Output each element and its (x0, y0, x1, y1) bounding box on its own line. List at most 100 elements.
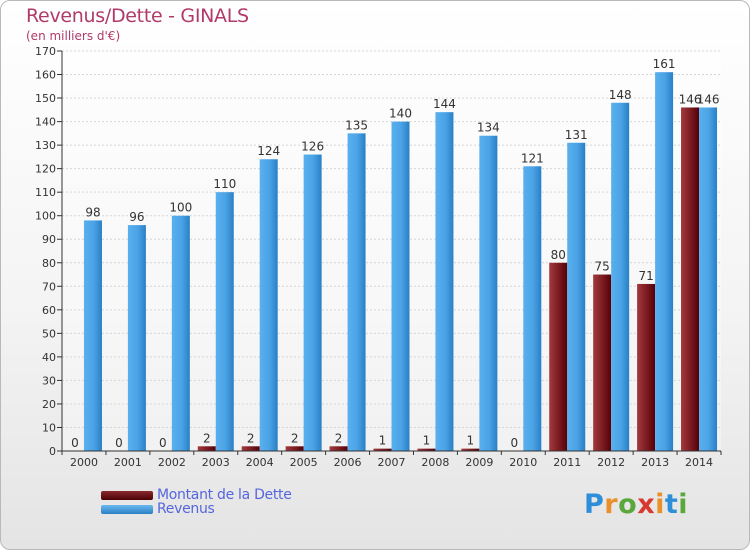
revenue-bar (303, 154, 322, 451)
debt-bar (593, 274, 612, 451)
revenue-value-label: 144 (433, 97, 456, 111)
debt-bar (373, 448, 392, 451)
x-tick-label: 2000 (70, 456, 98, 469)
proxiti-logo: Proxiti (584, 489, 688, 520)
x-tick-label: 2004 (246, 456, 274, 469)
chart-subtitle: (en milliers d'€) (26, 29, 121, 43)
axis-layer: 0102030405060708090100110120130140150160… (35, 45, 722, 469)
debt-bar (329, 446, 348, 451)
revenue-value-label: 134 (477, 121, 500, 135)
x-tick-label: 2003 (202, 456, 230, 469)
revenue-value-label: 124 (257, 144, 280, 158)
y-tick-label: 80 (42, 257, 56, 270)
revenue-bar (171, 215, 190, 451)
legend-label-revenue: Revenus (157, 501, 215, 517)
debt-bar (637, 283, 656, 451)
legend-item-revenue: Revenus (101, 501, 215, 517)
revenue-bar (479, 135, 498, 452)
logo-letter: i (655, 489, 665, 520)
y-tick-label: 10 (42, 421, 56, 434)
x-tick-label: 2006 (334, 456, 362, 469)
revenue-value-label: 98 (85, 205, 100, 219)
revenue-value-label: 161 (653, 57, 676, 71)
revenue-bar (655, 72, 674, 452)
revenue-value-label: 146 (697, 92, 720, 106)
labels-layer: 0 98 0 96 0 100 2 110 2 124 2 126 2 135 1 140 1 144 1 134 0 1… (71, 57, 719, 450)
debt-value-label: 146 (679, 92, 702, 106)
y-tick-label: 140 (35, 116, 56, 129)
y-tick-label: 110 (35, 186, 56, 199)
chart-title: Revenus/Dette - GINALS (26, 5, 249, 27)
y-tick-label: 100 (35, 210, 56, 223)
x-tick-label: 2011 (553, 456, 581, 469)
y-tick-label: 30 (42, 374, 56, 387)
debt-value-label: 0 (71, 436, 79, 450)
y-tick-label: 150 (35, 92, 56, 105)
debt-value-label: 0 (115, 436, 123, 450)
revenue-value-label: 100 (169, 201, 192, 215)
x-tick-label: 2014 (685, 456, 713, 469)
debt-bar (461, 448, 480, 451)
y-tick-label: 40 (42, 351, 56, 364)
logo-letter: r (604, 489, 619, 520)
legend-item-debt: Montant de la Dette (101, 487, 292, 503)
y-tick-label: 120 (35, 163, 56, 176)
y-tick-label: 60 (42, 304, 56, 317)
x-tick-label: 2012 (597, 456, 625, 469)
revenue-value-label: 135 (345, 118, 368, 132)
revenue-bar (347, 133, 366, 451)
x-tick-label: 2009 (465, 456, 493, 469)
revenue-bar (523, 166, 542, 451)
y-tick-label: 90 (42, 233, 56, 246)
y-tick-label: 20 (42, 398, 56, 411)
y-tick-label: 130 (35, 139, 56, 152)
revenue-bar (567, 142, 586, 451)
debt-value-label: 1 (379, 434, 387, 448)
x-tick-label: 2013 (641, 456, 669, 469)
revenue-value-label: 131 (565, 128, 588, 142)
x-tick-label: 2002 (158, 456, 186, 469)
logo-letter: P (584, 489, 605, 520)
revenue-value-label: 140 (389, 107, 412, 121)
y-tick-label: 50 (42, 327, 56, 340)
debt-value-label: 2 (247, 431, 255, 445)
revenue-bar (435, 112, 454, 452)
debt-value-label: 2 (291, 431, 299, 445)
logo-letter: t (664, 489, 679, 520)
logo-letter: i (678, 489, 689, 520)
debt-bar (417, 448, 436, 451)
logo-letter: o (618, 489, 638, 520)
revenue-value-label: 96 (129, 210, 144, 224)
revenue-value-label: 126 (301, 140, 324, 154)
y-tick-label: 0 (49, 445, 56, 458)
revenue-bar (611, 102, 630, 451)
legend-swatch-debt (101, 490, 153, 500)
debt-value-label: 0 (510, 436, 518, 450)
debt-value-label: 2 (335, 431, 343, 445)
x-tick-label: 2010 (509, 456, 537, 469)
revenue-bar (83, 220, 102, 451)
debt-value-label: 2 (203, 431, 211, 445)
x-tick-label: 2007 (378, 456, 406, 469)
x-tick-label: 2001 (114, 456, 142, 469)
legend-swatch-revenue (101, 504, 153, 514)
revenue-bar (699, 107, 718, 452)
debt-bar (681, 107, 700, 452)
logo-letter: x (637, 489, 656, 520)
debt-bar (285, 446, 304, 451)
x-tick-label: 2005 (290, 456, 318, 469)
revenue-value-label: 148 (609, 88, 632, 102)
debt-value-label: 80 (551, 248, 566, 262)
debt-bar (241, 446, 260, 451)
debt-value-label: 71 (638, 269, 653, 283)
revenue-value-label: 110 (213, 177, 236, 191)
bars-layer (83, 72, 718, 452)
revenue-bar (215, 192, 234, 452)
debt-value-label: 75 (595, 260, 610, 274)
y-tick-label: 160 (35, 69, 56, 82)
y-tick-label: 70 (42, 280, 56, 293)
x-tick-label: 2008 (421, 456, 449, 469)
revenue-bar (127, 225, 146, 451)
